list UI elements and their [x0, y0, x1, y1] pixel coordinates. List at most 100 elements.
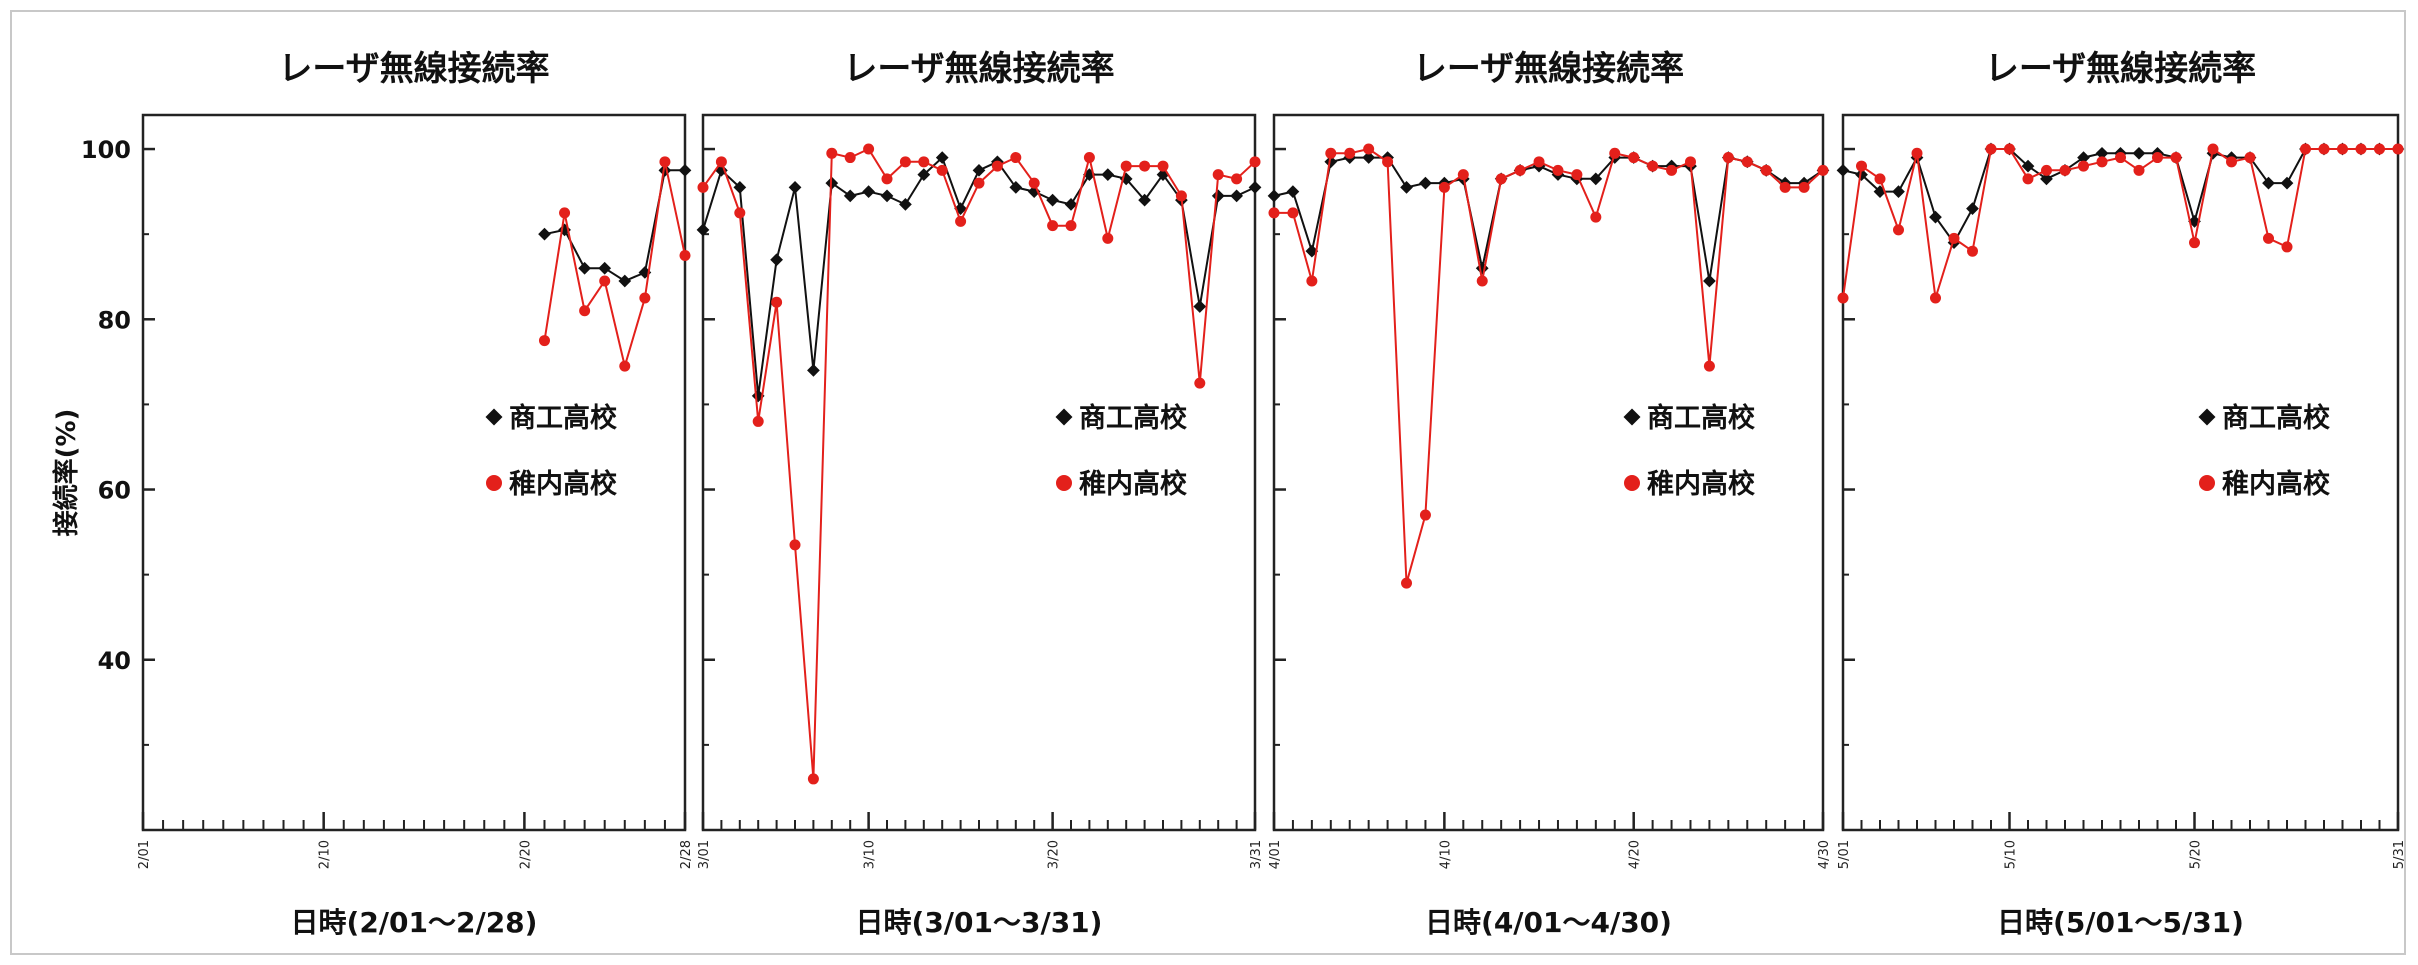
data-point-shoko [1286, 185, 1300, 198]
data-point-wakkanai [1893, 224, 1904, 236]
y-tick-label: 100 [81, 136, 131, 164]
data-point-wakkanai [2207, 143, 2219, 155]
data-point-wakkanai [2318, 143, 2330, 155]
legend-marker-wakkanai [486, 475, 502, 491]
data-point-wakkanai [2263, 232, 2274, 244]
data-point-wakkanai [807, 773, 819, 785]
data-point-wakkanai [1065, 220, 1077, 232]
data-point-wakkanai [1175, 190, 1187, 202]
data-point-wakkanai [1139, 160, 1151, 172]
data-point-wakkanai [579, 305, 591, 317]
data-point-wakkanai [752, 415, 764, 427]
legend-label-shoko: 商工高校 [2222, 402, 2330, 434]
x-tick-label: 2/10 [318, 840, 333, 869]
data-point-wakkanai [1083, 152, 1095, 164]
data-point-wakkanai [2170, 152, 2182, 164]
data-point-wakkanai [1438, 181, 1450, 193]
data-point-wakkanai [1457, 169, 1469, 181]
legend-label-wakkanai: 稚内高校 [2222, 468, 2330, 500]
data-point-wakkanai [1741, 156, 1753, 168]
data-point-wakkanai [1194, 377, 1206, 389]
data-point-wakkanai [789, 539, 801, 551]
legend-label-wakkanai: 稚内高校 [1079, 468, 1187, 500]
data-point-wakkanai [1157, 160, 1169, 172]
series-line-shoko [702, 155, 1256, 397]
data-point-wakkanai [2392, 143, 2404, 155]
x-tick-label: 3/10 [863, 840, 878, 869]
y-axis-label: 接続率(%) [51, 409, 82, 537]
data-point-wakkanai [1874, 173, 1886, 185]
data-point-shoko [1046, 193, 1059, 207]
series-line-wakkanai [1274, 147, 1824, 584]
chart-title: レーザ無線接続率 [843, 49, 1114, 89]
data-point-shoko [2280, 176, 2294, 190]
data-point-shoko [770, 253, 783, 267]
data-point-shoko [678, 163, 692, 177]
data-point-wakkanai [1930, 292, 1941, 304]
data-point-wakkanai [1948, 232, 1960, 244]
data-point-wakkanai [1609, 147, 1621, 159]
series-line-wakkanai [702, 147, 1256, 779]
data-point-wakkanai [1476, 275, 1488, 287]
data-point-shoko [1138, 193, 1151, 207]
data-point-wakkanai [899, 156, 911, 168]
figure-frame [10, 10, 2406, 955]
x-tick-label: 5/10 [2004, 840, 2019, 869]
data-point-wakkanai [1382, 156, 1394, 168]
data-point-wakkanai [599, 275, 611, 287]
data-point-shoko [880, 189, 894, 203]
data-point-shoko [1589, 172, 1603, 186]
data-point-wakkanai [639, 292, 651, 304]
data-point-wakkanai [2189, 237, 2200, 249]
data-point-wakkanai [1287, 207, 1299, 219]
data-point-shoko [1703, 274, 1716, 288]
data-point-wakkanai [1571, 169, 1583, 181]
data-point-wakkanai [715, 156, 727, 168]
data-point-wakkanai [1419, 509, 1431, 521]
data-point-wakkanai [2281, 241, 2293, 253]
legend-marker-shoko [2198, 408, 2216, 426]
data-point-wakkanai [1779, 181, 1791, 193]
plot-area-border [1272, 113, 1825, 832]
data-point-wakkanai [1837, 292, 1849, 304]
legend-marker-shoko [1623, 408, 1641, 426]
legend-marker-shoko [1055, 408, 1073, 426]
data-point-shoko [1855, 168, 1868, 181]
data-point-shoko [788, 181, 802, 194]
data-point-wakkanai [1911, 147, 1923, 159]
data-point-wakkanai [538, 335, 550, 347]
x-tick-label: 5/31 [2392, 840, 2407, 869]
data-point-wakkanai [863, 143, 875, 155]
data-point-wakkanai [1628, 152, 1640, 164]
data-point-wakkanai [659, 156, 671, 168]
x-axis-label: 日時(4/01～4/30) [1425, 906, 1672, 939]
y-tick-label: 80 [98, 306, 131, 334]
data-point-wakkanai [1760, 164, 1772, 176]
data-point-shoko [538, 227, 551, 241]
data-point-shoko [578, 261, 591, 275]
data-point-shoko [862, 185, 875, 198]
data-point-wakkanai [1967, 245, 1978, 257]
chart-title: レーザ無線接続率 [1985, 49, 2256, 89]
series-line-wakkanai [543, 161, 686, 370]
y-tick-label: 40 [98, 647, 131, 675]
data-point-wakkanai [991, 160, 1003, 172]
legend-marker-wakkanai [1624, 475, 1640, 491]
data-point-wakkanai [1684, 156, 1696, 168]
data-point-shoko [1475, 261, 1489, 275]
data-point-wakkanai [1231, 173, 1243, 185]
data-point-wakkanai [1120, 160, 1132, 172]
data-point-wakkanai [1047, 220, 1059, 232]
data-point-wakkanai [1495, 173, 1507, 185]
data-point-shoko [843, 189, 857, 203]
data-point-wakkanai [619, 360, 631, 372]
x-tick-label: 3/31 [1249, 840, 1264, 869]
data-point-shoko [1101, 168, 1115, 181]
x-tick-label: 4/20 [1628, 840, 1643, 869]
data-point-wakkanai [734, 207, 746, 219]
data-point-wakkanai [1363, 143, 1375, 155]
data-point-shoko [1836, 163, 1850, 177]
data-point-wakkanai [973, 177, 985, 189]
data-point-shoko [1193, 300, 1207, 313]
